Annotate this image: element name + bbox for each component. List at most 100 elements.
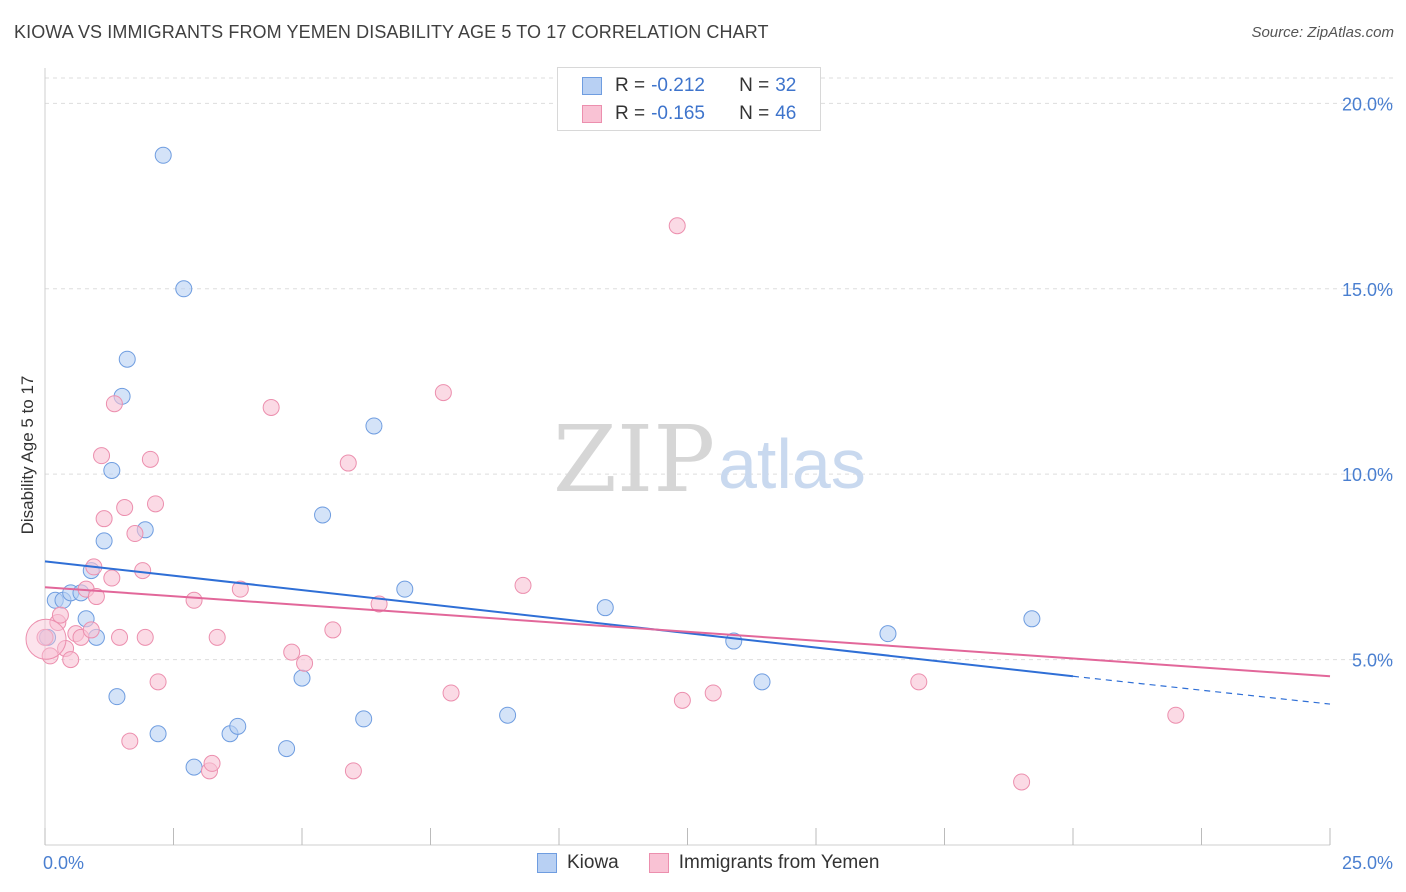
point-yemen [111, 628, 129, 646]
point-yemen [105, 395, 123, 413]
point-yemen [1167, 706, 1185, 724]
point-yemen [514, 576, 532, 594]
trend-lines [44, 560, 1331, 705]
point-yemen [231, 580, 249, 598]
legend-row-kiowa: R = -0.212 N = 32 [582, 74, 796, 98]
legend-n-label: N = [739, 75, 770, 96]
legend-n-label: N = [739, 103, 770, 124]
correlation-legend: R = -0.212 N = 32 R = -0.165 N = 46 [557, 67, 821, 131]
point-cluster [25, 618, 67, 660]
trend-line [44, 560, 1074, 678]
point-kiowa [229, 717, 247, 735]
legend-r-label: R = [615, 75, 646, 96]
point-kiowa [185, 758, 203, 776]
point-yemen [324, 621, 342, 639]
watermark-atlas: atlas [718, 425, 866, 503]
trend-line-extension [1072, 675, 1331, 705]
legend-n-value: 46 [775, 103, 797, 124]
point-kiowa [596, 599, 614, 617]
point-yemen [82, 621, 100, 639]
chart-source: Source: ZipAtlas.com [1251, 24, 1394, 41]
point-yemen [103, 569, 121, 587]
legend-r-value: -0.212 [651, 75, 705, 96]
point-kiowa [355, 710, 373, 728]
axes [44, 68, 1331, 846]
y-tick-label: 20.0% [1342, 94, 1393, 114]
point-kiowa [1023, 610, 1041, 628]
point-yemen [141, 450, 159, 468]
point-kiowa [879, 625, 897, 643]
series-legend: Kiowa Immigrants from Yemen [537, 852, 909, 874]
point-kiowa [108, 688, 126, 706]
point-kiowa [278, 740, 296, 758]
y-tick-label: 5.0% [1352, 651, 1393, 671]
point-yemen [910, 673, 928, 691]
grid-lines [45, 77, 1395, 661]
point-kiowa [154, 146, 172, 164]
chart-title: KIOWA VS IMMIGRANTS FROM YEMEN DISABILIT… [14, 22, 769, 42]
point-yemen [203, 754, 221, 772]
point-yemen [208, 628, 226, 646]
point-yemen [673, 691, 691, 709]
x-tick-label: 0.0% [43, 853, 84, 873]
point-kiowa [95, 532, 113, 550]
point-yemen [121, 732, 139, 750]
point-yemen [339, 454, 357, 472]
series-label-kiowa: Kiowa [567, 852, 619, 873]
legend-swatch-kiowa [582, 77, 602, 95]
point-kiowa [314, 506, 332, 524]
y-tick-label: 15.0% [1342, 280, 1393, 300]
point-yemen [185, 591, 203, 609]
point-yemen [262, 398, 280, 416]
legend-swatch-yemen [582, 105, 602, 123]
y-axis-label: Disability Age 5 to 17 [18, 376, 37, 535]
point-kiowa [118, 350, 136, 368]
series-legend-kiowa[interactable]: Kiowa [537, 852, 619, 874]
point-kiowa [365, 417, 383, 435]
point-yemen [283, 643, 301, 661]
x-tick-label: 25.0% [1342, 853, 1393, 873]
point-yemen [51, 606, 69, 624]
point-yemen [126, 525, 144, 543]
point-kiowa [293, 669, 311, 687]
point-yemen [87, 588, 105, 606]
series-swatch-kiowa [537, 853, 557, 873]
point-yemen [41, 647, 59, 665]
point-yemen [95, 510, 113, 528]
series-label-yemen: Immigrants from Yemen [678, 852, 880, 873]
point-yemen [704, 684, 722, 702]
watermark: ZIP atlas [553, 406, 866, 513]
legend-r-value: -0.165 [651, 103, 705, 124]
point-yemen [668, 217, 686, 235]
legend-n-value: 32 [775, 75, 797, 96]
tick-labels: 5.0% 10.0% 15.0% 20.0% 0.0% 25.0% [43, 94, 1393, 873]
trend-line [44, 586, 1331, 678]
point-kiowa [103, 461, 121, 479]
point-kiowa [499, 706, 517, 724]
data-points [25, 146, 1185, 791]
point-kiowa [175, 280, 193, 298]
point-yemen [149, 673, 167, 691]
point-yemen [1013, 773, 1031, 791]
point-yemen [36, 628, 54, 646]
point-yemen [116, 499, 134, 517]
point-yemen [136, 628, 154, 646]
point-yemen [296, 654, 314, 672]
point-yemen [344, 762, 362, 780]
point-kiowa [149, 725, 167, 743]
series-swatch-yemen [648, 853, 669, 873]
legend-r-label: R = [615, 103, 646, 124]
legend-row-yemen: R = -0.165 N = 46 [582, 102, 796, 126]
point-yemen [62, 651, 80, 669]
point-yemen [434, 384, 452, 402]
point-yemen [134, 562, 152, 580]
point-yemen [147, 495, 165, 513]
watermark-zip: ZIP [553, 406, 715, 513]
point-kiowa [753, 673, 771, 691]
point-kiowa [396, 580, 414, 598]
point-yemen [442, 684, 460, 702]
point-yemen [93, 447, 111, 465]
series-legend-yemen[interactable]: Immigrants from Yemen [648, 852, 880, 874]
y-tick-label: 10.0% [1342, 465, 1393, 485]
